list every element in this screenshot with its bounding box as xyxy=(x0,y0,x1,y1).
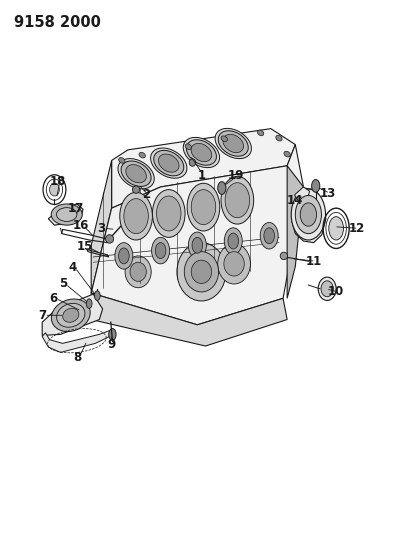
Ellipse shape xyxy=(106,235,114,243)
Text: 15: 15 xyxy=(77,240,93,253)
Ellipse shape xyxy=(132,186,140,193)
Text: 7: 7 xyxy=(38,309,46,322)
Text: 8: 8 xyxy=(73,351,81,364)
Ellipse shape xyxy=(321,281,333,297)
Ellipse shape xyxy=(318,277,336,301)
Text: 17: 17 xyxy=(67,201,84,215)
Ellipse shape xyxy=(223,134,244,152)
Text: 1: 1 xyxy=(197,169,206,182)
Ellipse shape xyxy=(192,237,203,253)
Ellipse shape xyxy=(95,291,100,301)
Ellipse shape xyxy=(118,159,154,189)
Text: 13: 13 xyxy=(320,187,336,200)
Ellipse shape xyxy=(157,196,181,231)
Polygon shape xyxy=(91,144,303,325)
Ellipse shape xyxy=(150,148,187,178)
Ellipse shape xyxy=(191,260,212,284)
Polygon shape xyxy=(292,188,326,243)
Ellipse shape xyxy=(218,182,226,195)
Text: 9158 2000: 9158 2000 xyxy=(14,14,101,30)
Ellipse shape xyxy=(115,243,133,269)
Text: 14: 14 xyxy=(286,193,302,207)
Ellipse shape xyxy=(50,183,59,196)
Ellipse shape xyxy=(291,189,326,240)
Polygon shape xyxy=(48,204,83,225)
Text: 16: 16 xyxy=(73,219,89,232)
Ellipse shape xyxy=(225,183,249,217)
Ellipse shape xyxy=(260,222,278,249)
Ellipse shape xyxy=(63,308,79,322)
Ellipse shape xyxy=(121,161,151,187)
Ellipse shape xyxy=(185,144,192,150)
Polygon shape xyxy=(91,293,287,346)
Ellipse shape xyxy=(184,252,219,292)
Ellipse shape xyxy=(215,128,252,159)
Text: 9: 9 xyxy=(108,338,116,351)
Ellipse shape xyxy=(264,228,275,244)
Text: 11: 11 xyxy=(305,255,322,268)
Ellipse shape xyxy=(125,256,151,288)
Text: 5: 5 xyxy=(59,278,67,290)
Ellipse shape xyxy=(119,158,125,163)
Polygon shape xyxy=(287,166,303,298)
Ellipse shape xyxy=(187,183,220,231)
Ellipse shape xyxy=(155,243,166,259)
Ellipse shape xyxy=(177,243,226,301)
Ellipse shape xyxy=(224,228,242,254)
Ellipse shape xyxy=(159,154,179,172)
Text: 10: 10 xyxy=(328,286,344,298)
Ellipse shape xyxy=(228,233,238,249)
Ellipse shape xyxy=(218,244,250,284)
Polygon shape xyxy=(91,160,112,293)
Ellipse shape xyxy=(191,143,212,161)
Ellipse shape xyxy=(86,299,92,309)
Ellipse shape xyxy=(224,252,244,276)
Ellipse shape xyxy=(51,204,82,225)
Ellipse shape xyxy=(189,159,196,166)
Ellipse shape xyxy=(152,237,170,264)
Polygon shape xyxy=(295,187,309,202)
Text: 6: 6 xyxy=(49,292,58,305)
Ellipse shape xyxy=(296,196,321,233)
Text: 2: 2 xyxy=(142,189,150,201)
Ellipse shape xyxy=(109,328,116,340)
Ellipse shape xyxy=(152,190,185,237)
Ellipse shape xyxy=(284,151,290,157)
Ellipse shape xyxy=(139,152,145,158)
Ellipse shape xyxy=(221,176,254,224)
Ellipse shape xyxy=(124,199,148,233)
Ellipse shape xyxy=(300,203,316,226)
Ellipse shape xyxy=(312,180,320,192)
Ellipse shape xyxy=(329,216,344,240)
Ellipse shape xyxy=(118,248,129,264)
Ellipse shape xyxy=(130,262,146,281)
Ellipse shape xyxy=(57,303,85,327)
Polygon shape xyxy=(42,330,111,352)
Text: 12: 12 xyxy=(349,222,365,235)
Ellipse shape xyxy=(120,192,152,240)
Ellipse shape xyxy=(78,307,84,317)
Ellipse shape xyxy=(56,208,77,221)
Ellipse shape xyxy=(183,138,219,167)
Text: 19: 19 xyxy=(228,169,244,182)
Ellipse shape xyxy=(276,135,282,141)
Ellipse shape xyxy=(257,130,264,136)
Ellipse shape xyxy=(187,140,217,165)
Ellipse shape xyxy=(126,165,146,183)
Ellipse shape xyxy=(191,190,216,224)
Text: 4: 4 xyxy=(69,261,77,274)
Polygon shape xyxy=(42,294,103,335)
Ellipse shape xyxy=(154,150,184,176)
Ellipse shape xyxy=(51,299,90,332)
Text: 3: 3 xyxy=(97,222,106,235)
Polygon shape xyxy=(112,128,296,208)
Ellipse shape xyxy=(188,232,206,259)
Ellipse shape xyxy=(280,252,288,260)
Ellipse shape xyxy=(218,131,248,156)
Text: 18: 18 xyxy=(50,175,66,188)
Ellipse shape xyxy=(221,136,227,142)
